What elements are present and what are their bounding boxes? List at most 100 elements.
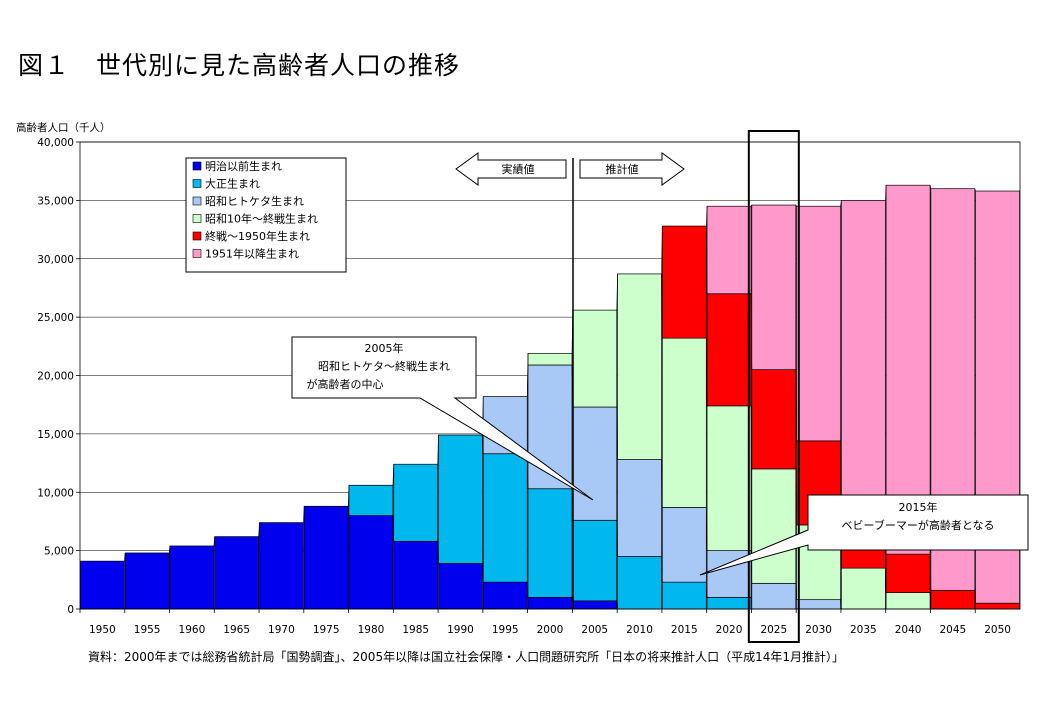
series-connector-line	[929, 554, 932, 591]
series-connector-line	[482, 435, 484, 454]
bar-segment	[661, 507, 707, 583]
bar-segment	[303, 505, 349, 610]
callout-2005-line3: が高齢者の中心	[307, 377, 384, 391]
bar-segment	[617, 556, 662, 610]
legend-swatch	[192, 249, 202, 258]
source-note: 資料：2000年までは総務省統計局「国勢調査」、2005年以降は国立社会保障・人…	[88, 650, 844, 664]
legend-entry: 終戦～1950年生まれ	[205, 229, 310, 243]
bar-segment	[572, 309, 618, 408]
bar-segment	[348, 484, 394, 516]
series-connector-line	[705, 338, 708, 406]
series-connector-line	[258, 522, 260, 537]
bar-segment	[617, 273, 662, 460]
bar-segment	[661, 337, 707, 508]
x-tick-label: 2045	[939, 624, 966, 636]
x-tick-label: 2010	[626, 624, 653, 636]
bar-segment	[482, 453, 528, 583]
callout-2005: 2005年 昭和ヒトケタ～終戦生まれ が高齢者の中心	[291, 336, 594, 501]
series-connector-line	[482, 563, 484, 583]
bar-segment	[706, 596, 752, 610]
series-connector-line	[840, 200, 842, 207]
series-connector-line	[168, 545, 171, 553]
series-connector-line	[840, 440, 842, 504]
y-axis-ticks: 0 5,000 10,000 15,000 20,000 25,000 30,000 35,0…	[37, 137, 80, 616]
callout-2005-line1: 2005年	[365, 341, 404, 355]
series-connector-line	[705, 582, 708, 598]
y-tick-label: 40,000	[37, 137, 74, 149]
bar-segment	[572, 406, 618, 521]
x-tick-label: 2025	[760, 624, 787, 636]
legend: 明治以前生まれ大正生まれ昭和ヒトケタ生まれ昭和10年～終戦生まれ終戦～1950年…	[185, 157, 347, 273]
x-tick-label: 2000	[537, 624, 564, 636]
series-connector-line	[750, 405, 753, 469]
legend-entry: 明治以前生まれ	[205, 159, 282, 173]
bar-segment	[214, 536, 260, 610]
bar-segment	[572, 519, 618, 602]
x-tick-label: 1965	[223, 624, 250, 636]
legend-entry: 昭和10年～終戦生まれ	[205, 212, 318, 226]
callout-2015-line1: 2015年	[899, 500, 938, 514]
y-tick-label: 25,000	[37, 312, 74, 324]
series-connector-line	[616, 520, 618, 557]
bar-segment	[885, 592, 931, 610]
bar-segment	[930, 589, 976, 610]
series-connector-line	[616, 273, 618, 311]
y-tick-label: 10,000	[37, 487, 74, 499]
x-tick-label: 1950	[89, 624, 116, 636]
x-tick-label: 1980	[358, 624, 385, 636]
bar-segment	[527, 596, 573, 610]
series-connector-line	[661, 556, 663, 583]
x-axis-ticks: 1950 1955 1960 1965 1970 1975 1980 1985 1990 1995…	[79, 609, 1011, 636]
bar-segment	[706, 205, 752, 295]
series-connector-line	[347, 485, 350, 507]
x-tick-label: 1970	[268, 624, 295, 636]
bar-segment	[617, 459, 662, 557]
y-tick-label: 5,000	[44, 546, 74, 558]
series-connector-line	[392, 515, 395, 542]
bar-segment	[840, 200, 886, 505]
series-connector-line	[526, 582, 529, 598]
series-connector-line	[705, 206, 708, 227]
bar-segment	[438, 434, 483, 564]
series-connector-line	[750, 204, 753, 207]
bar-segment	[885, 184, 931, 555]
callout-2015: 2015年 ベビーブーマーが高齢者となる	[699, 494, 1029, 576]
y-tick-label: 35,000	[37, 195, 74, 207]
series-connector-line	[750, 293, 753, 370]
y-tick-label: 0	[67, 604, 74, 616]
series-connector-line	[661, 459, 663, 508]
bar-segment	[751, 582, 797, 610]
bar-segment	[482, 581, 528, 610]
series-connector-line	[795, 204, 797, 207]
series-connector-line	[661, 273, 663, 339]
bar-segment	[572, 600, 618, 610]
series-connector-line	[303, 506, 305, 523]
projection-label: 推計値	[606, 162, 639, 176]
series-connector-line	[124, 552, 126, 562]
series-connector-line	[929, 185, 932, 189]
legend-swatch	[192, 214, 202, 223]
bar-segment	[527, 488, 573, 598]
y-axis-label: 高齢者人口（千人）	[16, 121, 111, 134]
series-connector-line	[840, 599, 842, 610]
bar-segment	[393, 540, 439, 610]
bar-segment	[348, 515, 394, 610]
projection-arrow: 推計値	[579, 152, 685, 186]
x-tick-label: 1975	[313, 624, 340, 636]
x-tick-label: 2005	[581, 624, 608, 636]
x-tick-label: 2050	[984, 624, 1011, 636]
series-connector-line	[392, 464, 395, 486]
bar-segment	[796, 205, 841, 442]
x-tick-label: 2020	[716, 624, 743, 636]
bar-segment	[80, 560, 125, 610]
x-tick-label: 1955	[134, 624, 161, 636]
bar-segment	[751, 369, 797, 470]
series-connector-line	[885, 185, 887, 201]
x-tick-label: 2035	[850, 624, 877, 636]
bar-segment	[706, 293, 752, 407]
series-connector-line	[974, 188, 976, 192]
series-connector-line	[437, 541, 439, 564]
bar-segment	[840, 567, 886, 610]
plot-frame	[79, 141, 1021, 610]
